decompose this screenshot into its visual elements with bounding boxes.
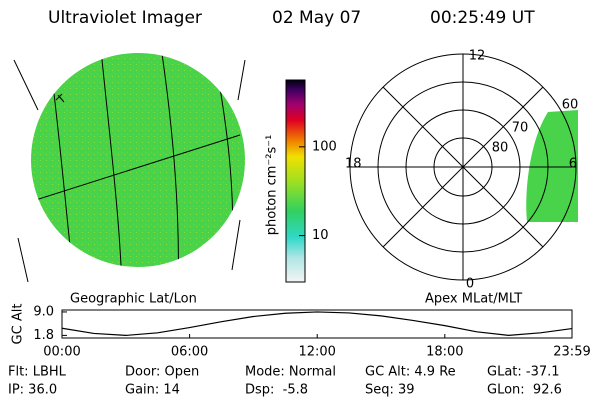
x-tick-label: 06:00 (171, 345, 208, 360)
polar-label: 18 (345, 157, 362, 172)
y-tick-label: 1.8 (33, 328, 54, 343)
colorbar (285, 79, 306, 283)
x-tick-label: 18:00 (426, 345, 463, 360)
status-field: GLat: -37.1 (487, 365, 560, 380)
x-tick-label: 23:59 (553, 345, 590, 360)
marker (55, 93, 65, 103)
panel-label: Geographic Lat/Lon (70, 292, 197, 307)
time: 00:25:49 UT (430, 8, 535, 28)
polar-label: 60 (562, 98, 579, 113)
grid-outside (13, 59, 246, 283)
x-tick-label: 12:00 (298, 345, 335, 360)
disk (31, 53, 245, 267)
polar-label: 12 (469, 49, 486, 64)
spokes (350, 54, 576, 280)
y-tick-label: 9.0 (33, 304, 54, 319)
status-field: IP: 36.0 (8, 383, 57, 398)
colorbar-label: photon cm⁻²s⁻¹ (265, 135, 280, 236)
status-field: Seq: 39 (365, 383, 415, 398)
status-field: GC Alt: 4.9 Re (365, 365, 456, 380)
aurora-patch (526, 110, 578, 222)
polar-plot (349, 53, 578, 281)
earth-image (13, 53, 246, 283)
status-field: Mode: Normal (245, 365, 336, 380)
status-field: GLon: 92.6 (487, 383, 562, 398)
status-field: Dsp: -5.8 (245, 383, 308, 398)
polar-label: 0 (466, 277, 474, 292)
colorbar-tick-label: 10 (312, 228, 329, 243)
panel-label: Apex MLat/MLT (425, 292, 522, 307)
y-axis-label: GC Alt (11, 304, 26, 345)
status-field: Flt: LBHL (8, 365, 67, 380)
colorbar-tick-label: 100 (312, 139, 337, 154)
date: 02 May 07 (272, 8, 361, 28)
status-field: Gain: 14 (125, 383, 180, 398)
polar-label: 6 (569, 157, 577, 172)
title: Ultraviolet Imager (48, 8, 202, 28)
x-tick-label: 00:00 (43, 345, 80, 360)
polar-label: 70 (512, 121, 529, 136)
status-field: Door: Open (125, 365, 199, 380)
polar-label: 80 (492, 141, 509, 156)
altitude-line (61, 311, 573, 336)
